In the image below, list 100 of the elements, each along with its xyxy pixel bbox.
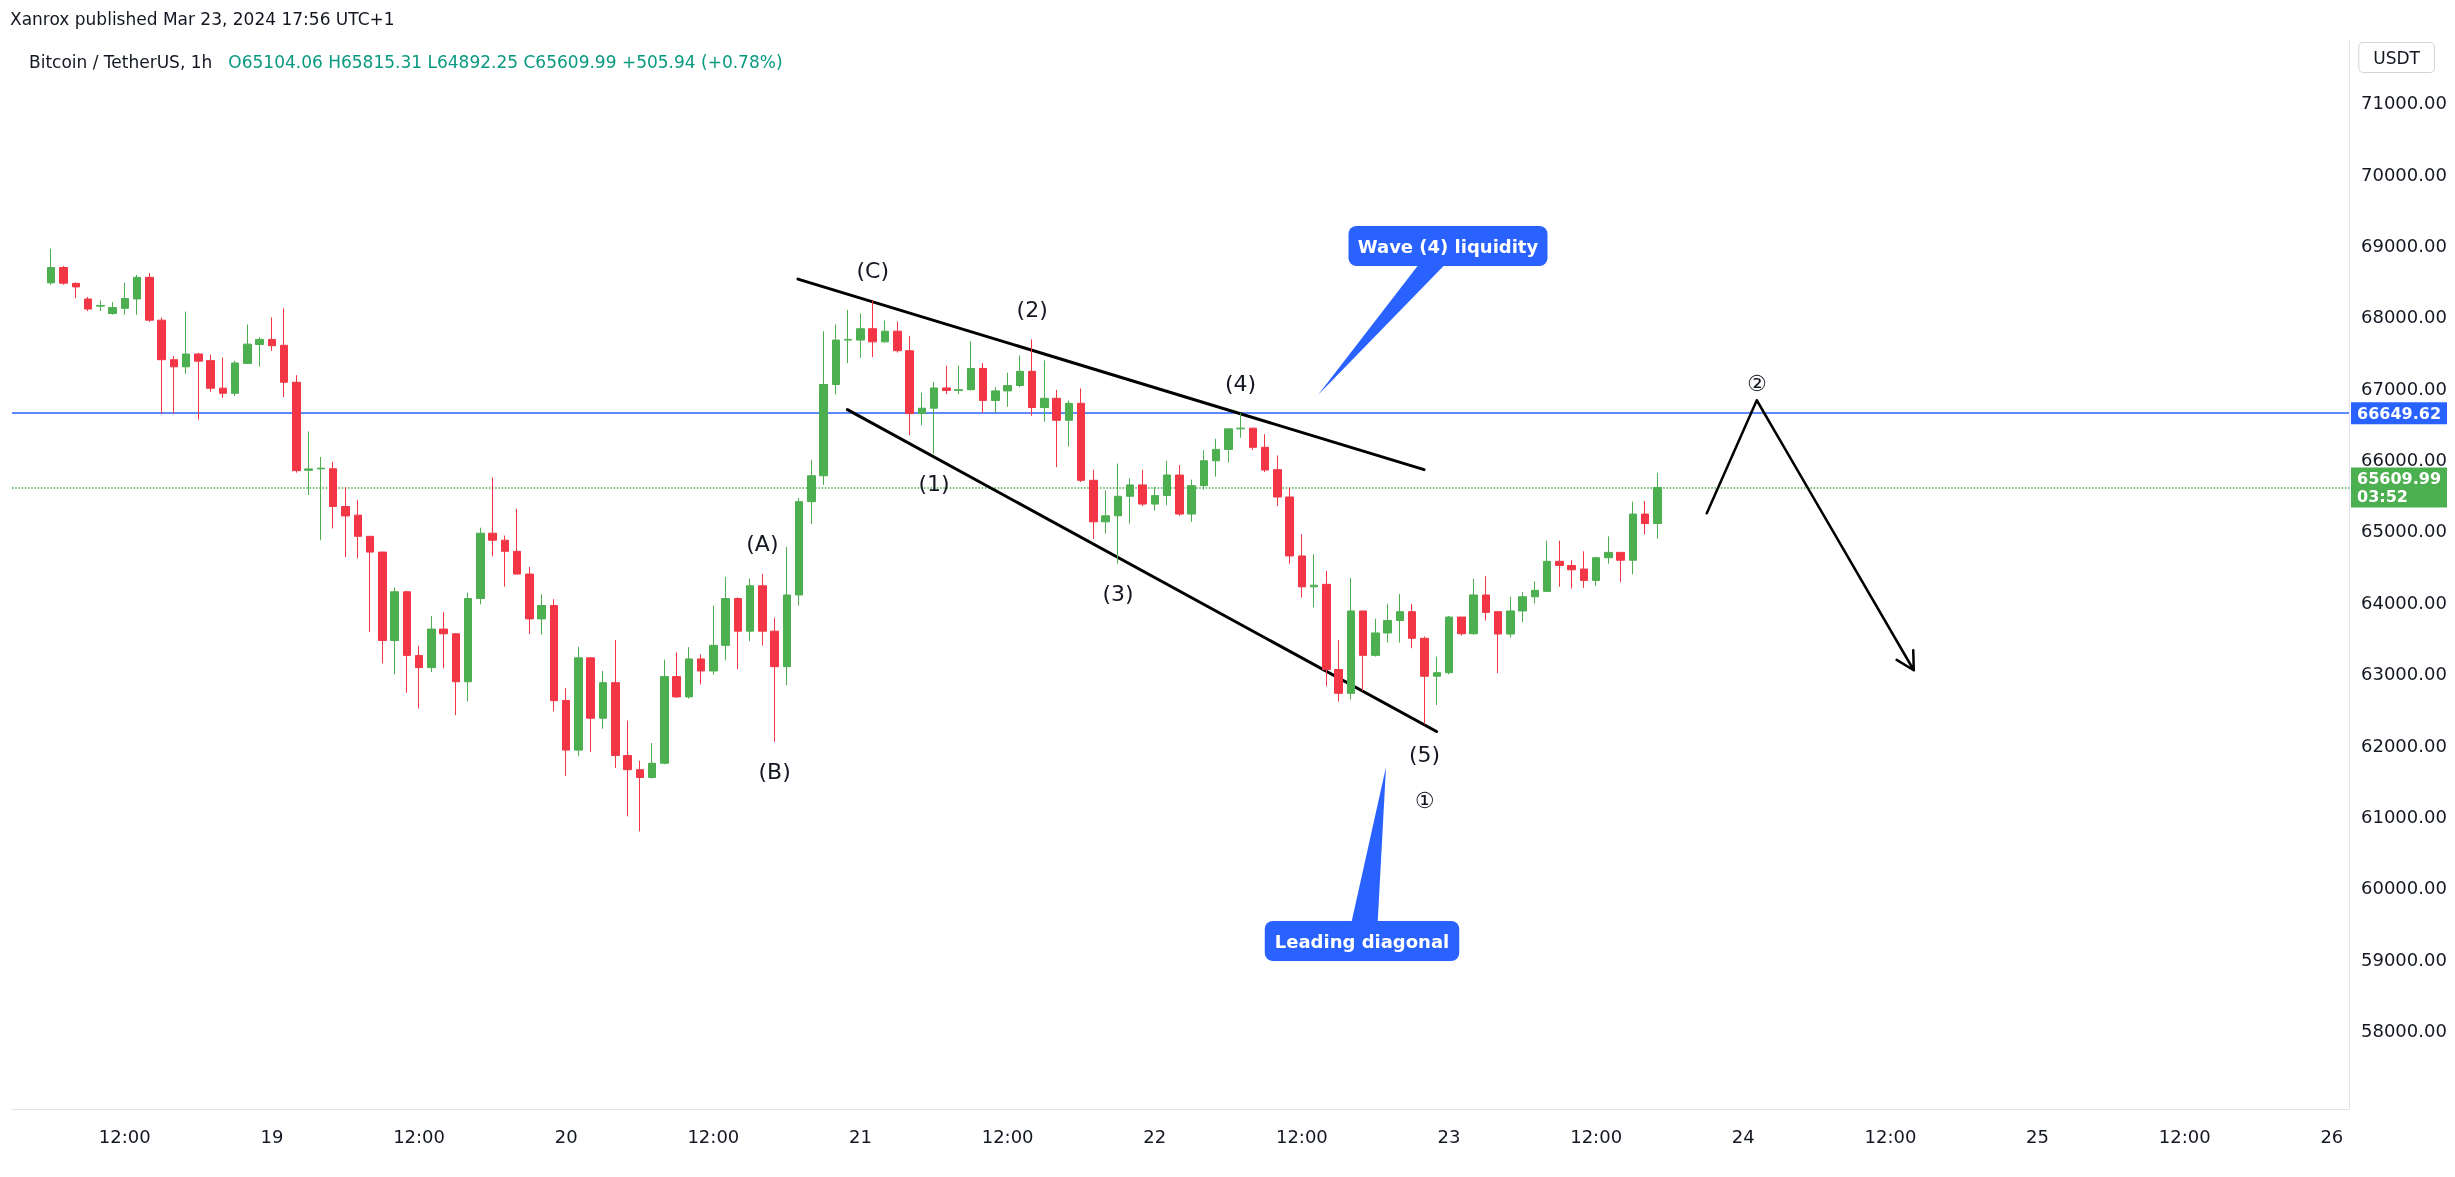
text: Bitcoin / TetherUS, 1h <box>29 51 213 72</box>
candlestick <box>1310 553 1318 608</box>
candlestick <box>1543 540 1551 592</box>
candlestick <box>795 497 803 607</box>
candlestick <box>1016 354 1024 388</box>
candlestick <box>194 352 203 421</box>
candlestick <box>72 282 80 299</box>
candlestick <box>206 354 215 393</box>
candlestick <box>1273 454 1282 507</box>
candlestick <box>599 670 607 730</box>
candlestick <box>1482 575 1490 622</box>
candlestick <box>378 551 387 664</box>
candlestick <box>979 362 987 414</box>
annotation: ② <box>1746 370 1767 396</box>
candlestick <box>783 546 791 686</box>
y-tick-label: 61000.00 <box>2361 805 2447 827</box>
y-tick-label: 60000.00 <box>2361 877 2447 899</box>
candlestick <box>746 578 754 642</box>
annotation: (B) <box>758 759 791 785</box>
candlestick <box>59 265 68 286</box>
candlestick <box>1347 577 1355 700</box>
candlestick <box>881 320 889 344</box>
candlestick <box>1629 501 1637 575</box>
y-tick-label: 58000.00 <box>2361 1020 2447 1041</box>
y-tick-label: 64000.00 <box>2361 591 2447 613</box>
candlestick <box>1249 427 1257 451</box>
candlestick <box>697 653 705 685</box>
candlestick <box>403 590 411 694</box>
candlestick <box>1396 593 1404 644</box>
candlestick <box>96 299 105 312</box>
candlestick <box>942 365 951 395</box>
y-tick-label: 59000.00 <box>2361 948 2447 970</box>
candlestick <box>1580 550 1588 589</box>
candlestick <box>329 461 337 529</box>
candlestick <box>513 508 521 575</box>
candlestick <box>709 605 718 676</box>
x-tick-label: 21 <box>849 1125 872 1147</box>
candlestick <box>47 248 55 286</box>
candlestick <box>1469 578 1478 636</box>
candlestick <box>219 356 227 399</box>
candlestick <box>354 499 362 559</box>
text: O65104.06 H65815.31 L64892.25 C65609.99 +505.94 (+0.78%) <box>228 51 783 72</box>
candlestick <box>660 659 669 765</box>
annotation: (2) <box>1016 296 1048 322</box>
x-tick-label: 20 <box>554 1125 578 1147</box>
candlestick <box>108 301 117 316</box>
candlestick <box>623 720 632 817</box>
candlestick <box>1457 616 1466 636</box>
candlestick <box>157 317 166 415</box>
annotation: (5) <box>1408 741 1441 767</box>
candlestick <box>758 573 767 646</box>
candlestick <box>1052 389 1061 468</box>
candlestick <box>366 535 374 633</box>
ref-line-label: 66649.62 <box>2357 403 2442 423</box>
candlestick <box>930 381 938 455</box>
y-tick-label: 62000.00 <box>2361 734 2447 756</box>
annotation: (1) <box>918 471 950 497</box>
candlestick <box>856 312 865 359</box>
candlestick <box>586 656 595 753</box>
annotation: (A) <box>746 531 779 557</box>
y-tick-label: 66000.00 <box>2361 449 2447 471</box>
candlestick <box>1445 615 1453 675</box>
candlestick <box>1641 500 1649 536</box>
y-tick-label: 65000.00 <box>2361 520 2447 542</box>
candlestick <box>427 615 436 673</box>
candlestick <box>1555 540 1564 588</box>
candlestick <box>231 360 239 397</box>
x-tick-label: 23 <box>1437 1125 1461 1147</box>
candlestick <box>1175 464 1184 517</box>
candlestick <box>476 527 485 605</box>
x-tick-label: 19 <box>260 1125 284 1147</box>
annotation: Leading diagonal <box>1274 930 1450 952</box>
x-tick-label: 12:00 <box>687 1125 740 1147</box>
candlestick <box>133 274 141 316</box>
annotation: ① <box>1414 787 1435 813</box>
candlestick <box>1285 486 1294 565</box>
candlestick <box>255 336 264 368</box>
candlestick <box>170 355 178 415</box>
candlestick <box>550 598 558 712</box>
candlestick <box>967 340 975 391</box>
y-tick-label: 71000.00 <box>2361 92 2447 114</box>
candlestick <box>1567 559 1576 590</box>
candlestick <box>182 311 190 375</box>
candlestick <box>1518 591 1527 623</box>
candlestick <box>1077 387 1085 483</box>
annotation: (3) <box>1102 581 1134 607</box>
candlestick <box>1212 438 1220 478</box>
callout: Wave (4) liquidity <box>1318 226 1548 395</box>
candlestick <box>537 593 546 636</box>
annotation: Wave (4) liquidity <box>1357 235 1539 257</box>
candlestick <box>243 323 252 365</box>
candlestick <box>501 535 509 588</box>
candlestick <box>1089 469 1098 540</box>
candlestick <box>954 365 963 395</box>
candlestick <box>868 299 877 358</box>
y-tick-label: 70000.00 <box>2361 163 2447 185</box>
candlestick <box>770 617 779 743</box>
candlestick <box>832 323 840 395</box>
y-tick-label: 67000.00 <box>2361 377 2447 399</box>
candlestick <box>1224 428 1233 464</box>
